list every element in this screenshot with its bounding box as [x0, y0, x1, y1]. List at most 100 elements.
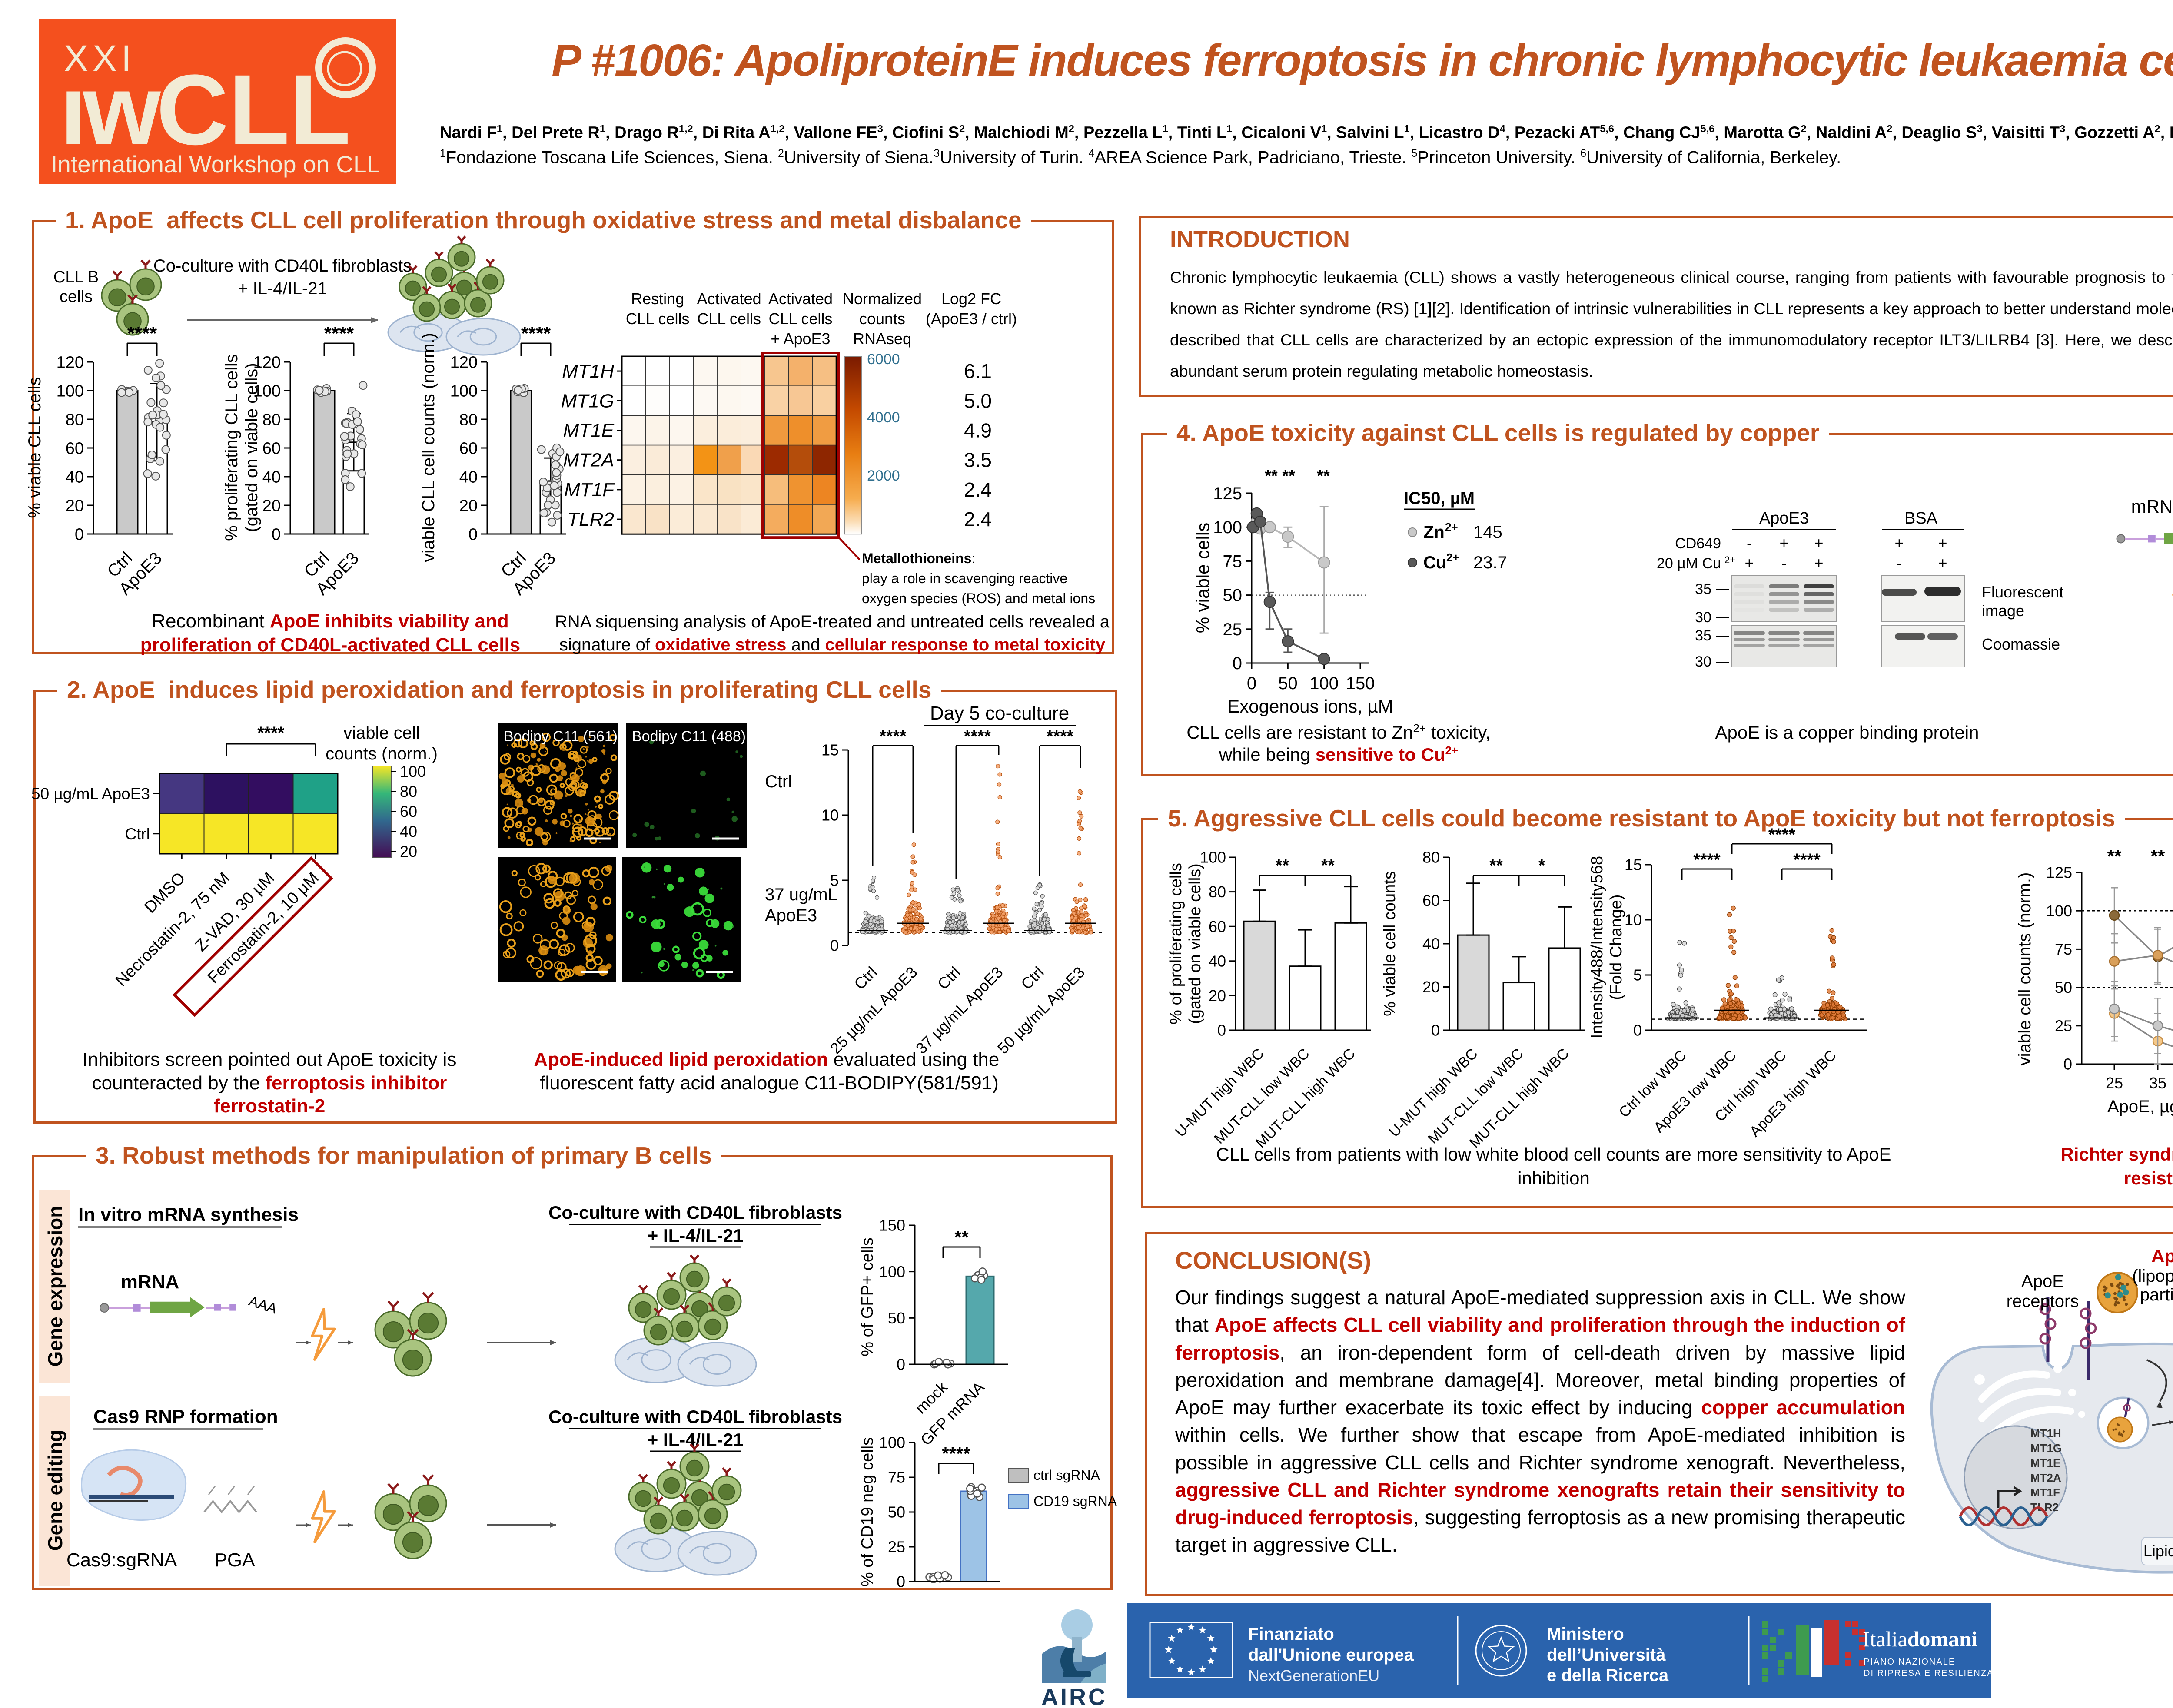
svg-text:DI RIPRESA E RESILIENZA: DI RIPRESA E RESILIENZA: [1864, 1668, 1994, 1678]
svg-text:20: 20: [400, 842, 417, 860]
svg-text:5: 5: [830, 872, 839, 889]
svg-text:dall'Unione europea: dall'Unione europea: [1248, 1645, 1414, 1665]
svg-text:MT1H: MT1H: [562, 361, 614, 382]
svg-text:****: ****: [257, 723, 285, 743]
svg-text:40: 40: [400, 822, 417, 840]
svg-text:ApoE: ApoE: [2151, 1246, 2173, 1266]
svg-text:37 ug/mL: 37 ug/mL: [765, 885, 837, 904]
svg-text:6000: 6000: [867, 351, 900, 368]
svg-text:40: 40: [262, 468, 281, 486]
svg-text:10: 10: [821, 806, 839, 824]
svg-text:dell’Università: dell’Università: [1547, 1645, 1666, 1665]
svg-text:(gated on viable cells): (gated on viable cells): [242, 363, 261, 532]
svg-text:Log2 FC: Log2 FC: [941, 290, 1001, 308]
svg-text:Resting: Resting: [631, 290, 684, 308]
svg-text:CLL cells: CLL cells: [697, 310, 761, 328]
svg-text:TLR2: TLR2: [567, 509, 614, 530]
svg-text:100: 100: [450, 382, 478, 400]
svg-text:Lipid peroxidation: Lipid peroxidation: [2143, 1542, 2173, 1560]
svg-text:Bodipy C11 (561): Bodipy C11 (561): [504, 728, 618, 745]
svg-text:20: 20: [66, 497, 84, 515]
svg-text:0: 0: [272, 525, 281, 544]
svg-text:% proliferating CLL cells: % proliferating CLL cells: [222, 354, 241, 541]
svg-text:Bodipy C11 (488): Bodipy C11 (488): [632, 728, 746, 745]
svg-text:CLL B: CLL B: [53, 268, 99, 286]
svg-text:+ IL-4/IL-21: + IL-4/IL-21: [238, 279, 327, 298]
svg-text:CLL cells: CLL cells: [769, 310, 833, 328]
svg-text:0: 0: [830, 937, 839, 955]
svg-text:80: 80: [66, 411, 84, 429]
svg-text:40: 40: [459, 468, 478, 486]
svg-text:Activated: Activated: [697, 290, 761, 308]
svg-text:Activated: Activated: [768, 290, 833, 308]
svg-text:particles): particles): [2140, 1285, 2173, 1304]
svg-text:MT2A: MT2A: [563, 450, 614, 471]
svg-text:Ctrl: Ctrl: [765, 772, 792, 791]
svg-text:Ministero: Ministero: [1547, 1625, 1624, 1644]
svg-text:60: 60: [459, 439, 478, 458]
svg-text:% viable CLL cells: % viable CLL cells: [25, 377, 44, 518]
svg-text:2000: 2000: [867, 468, 900, 484]
svg-text:viable CLL cell counts (norm.): viable CLL cell counts (norm.): [419, 333, 438, 562]
svg-text:120: 120: [450, 353, 478, 371]
svg-text:counts (norm.): counts (norm.): [326, 744, 438, 763]
svg-text:e della Ricerca: e della Ricerca: [1547, 1666, 1669, 1685]
svg-text:MT1H: MT1H: [2030, 1427, 2061, 1440]
svg-text:PIANO NAZIONALE: PIANO NAZIONALE: [1864, 1657, 1955, 1667]
svg-text:100: 100: [56, 382, 84, 400]
svg-text:0: 0: [468, 525, 478, 544]
svg-text:50 µg/mL ApoE3: 50 µg/mL ApoE3: [31, 785, 150, 803]
svg-text:Co-culture with CD40L fibrobla: Co-culture with CD40L fibroblasts: [153, 256, 412, 275]
svg-text:NextGenerationEU: NextGenerationEU: [1248, 1667, 1379, 1685]
svg-text:3.5: 3.5: [964, 449, 992, 471]
svg-text:MT1F: MT1F: [2030, 1486, 2060, 1499]
svg-text:4000: 4000: [867, 409, 900, 426]
svg-text:(lipoprotein: (lipoprotein: [2132, 1267, 2173, 1286]
svg-text:receptors: receptors: [2007, 1292, 2079, 1311]
svg-text:40: 40: [66, 468, 84, 486]
svg-text:+ ApoE3: + ApoE3: [771, 330, 830, 348]
svg-text:4.9: 4.9: [964, 419, 992, 442]
svg-text:MT1E: MT1E: [2030, 1456, 2060, 1469]
svg-text:60: 60: [400, 803, 417, 820]
svg-text:ApoE: ApoE: [2021, 1272, 2064, 1291]
svg-text:(ApoE3 / ctrl): (ApoE3 / ctrl): [926, 310, 1017, 328]
svg-text:MT2A: MT2A: [2030, 1471, 2061, 1484]
svg-text:cells: cells: [60, 288, 93, 306]
svg-text:15: 15: [821, 741, 839, 759]
svg-text:80: 80: [459, 411, 478, 429]
svg-text:MT1G: MT1G: [561, 390, 614, 411]
svg-text:viable cell: viable cell: [343, 723, 420, 743]
svg-text:****: ****: [324, 323, 354, 344]
svg-text:MT1G: MT1G: [2030, 1442, 2062, 1455]
svg-text:AIRC: AIRC: [1041, 1684, 1107, 1708]
svg-text:100: 100: [400, 763, 426, 780]
svg-text:6.1: 6.1: [964, 360, 992, 382]
svg-text:80: 80: [400, 783, 417, 800]
svg-text:0: 0: [75, 525, 84, 544]
svg-text:5.0: 5.0: [964, 389, 992, 412]
svg-text:20: 20: [459, 497, 478, 515]
svg-text:RNAseq: RNAseq: [853, 330, 911, 348]
svg-text:120: 120: [253, 353, 281, 371]
svg-text:Ctrl: Ctrl: [125, 825, 150, 843]
svg-text:2.4: 2.4: [964, 508, 992, 531]
svg-text:****: ****: [127, 323, 157, 344]
svg-text:MT1E: MT1E: [563, 420, 615, 441]
svg-text:Italiadomani: Italiadomani: [1863, 1627, 1977, 1651]
svg-text:120: 120: [56, 353, 84, 371]
svg-text:****: ****: [521, 323, 551, 344]
svg-text:Day 5 co-culture: Day 5 co-culture: [930, 703, 1069, 724]
svg-text:80: 80: [262, 411, 281, 429]
svg-text:counts: counts: [859, 310, 905, 328]
svg-text:ApoE3: ApoE3: [765, 906, 817, 925]
svg-text:Finanziato: Finanziato: [1248, 1625, 1334, 1644]
svg-text:CLL cells: CLL cells: [626, 310, 690, 328]
svg-text:20: 20: [262, 497, 281, 515]
svg-text:MT1F: MT1F: [564, 479, 615, 501]
svg-text:100: 100: [253, 382, 281, 400]
svg-text:60: 60: [66, 439, 84, 458]
svg-text:Normalized: Normalized: [843, 290, 922, 308]
svg-text:60: 60: [262, 439, 281, 458]
svg-text:2.4: 2.4: [964, 478, 992, 501]
